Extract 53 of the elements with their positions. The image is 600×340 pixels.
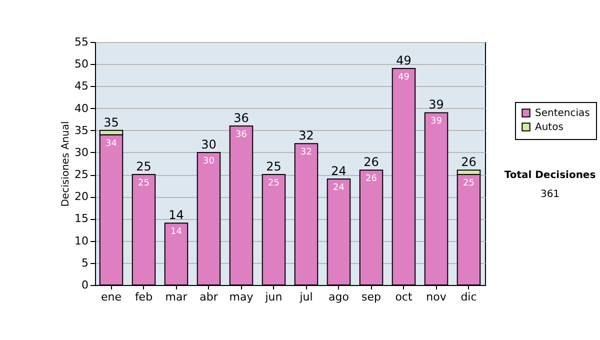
data-label: 26	[366, 174, 378, 184]
text: 361	[539, 189, 561, 200]
data-label: 25	[463, 178, 474, 189]
y-tick-label: 30	[74, 146, 88, 159]
y-tick-label: 45	[74, 80, 88, 93]
y-tick-label: 10	[74, 234, 88, 248]
y-tick-label: 25	[74, 168, 88, 182]
data-label: 36	[236, 130, 248, 140]
x-tick-label: abr	[200, 290, 218, 304]
total-label: 14	[168, 208, 184, 222]
x-tick-label: may	[229, 290, 254, 304]
y-tick-label: 40	[74, 102, 88, 115]
y-tick-label: 15	[74, 212, 88, 226]
total-label: 30	[201, 137, 216, 152]
x-tick-label: ago	[328, 290, 350, 304]
data-label: 34	[106, 138, 118, 149]
total-label: 26	[461, 155, 476, 170]
text: Total Decisiones	[503, 170, 597, 181]
data-label: 14	[170, 227, 182, 238]
x-tick-label: sep	[362, 290, 382, 304]
x-tick-label: nov	[426, 290, 447, 304]
total-label: 36	[234, 110, 249, 125]
x-tick-label: jul	[298, 290, 313, 304]
y-tick-label: 35	[74, 124, 88, 137]
legend-label: Sentencias	[535, 108, 590, 119]
y-tick-label: 55	[74, 36, 88, 48]
y-axis-title: Decisiones Anual	[60, 121, 72, 207]
y-tick-label: 50	[74, 58, 88, 71]
data-label: 49	[398, 72, 410, 83]
x-tick-label: mar	[165, 290, 188, 304]
y-tick-label: 5	[82, 256, 88, 270]
data-label: 25	[268, 178, 280, 189]
total-label: 39	[428, 98, 444, 112]
y-tick-label: 20	[74, 190, 88, 204]
data-label: 25	[138, 178, 150, 189]
data-label: 24	[333, 182, 345, 193]
total-label: 24	[331, 164, 346, 178]
total-label: 49	[396, 54, 412, 68]
total-label: 26	[364, 155, 379, 170]
total-label: 35	[104, 115, 119, 130]
data-label: 39	[430, 116, 442, 127]
total-label: 32	[298, 128, 314, 143]
x-tick-label: feb	[134, 290, 153, 304]
data-label: 32	[300, 148, 312, 158]
x-tick-label: oct	[395, 290, 413, 304]
total-label: 25	[266, 160, 282, 174]
legend-label: Autos	[535, 122, 564, 133]
x-tick-label: ene	[100, 290, 122, 304]
x-tick-label: dic	[460, 290, 477, 304]
data-label: 30	[203, 156, 215, 166]
total-label: 25	[136, 160, 152, 174]
x-tick-label: jun	[264, 290, 282, 304]
y-tick-label: 0	[82, 278, 88, 292]
